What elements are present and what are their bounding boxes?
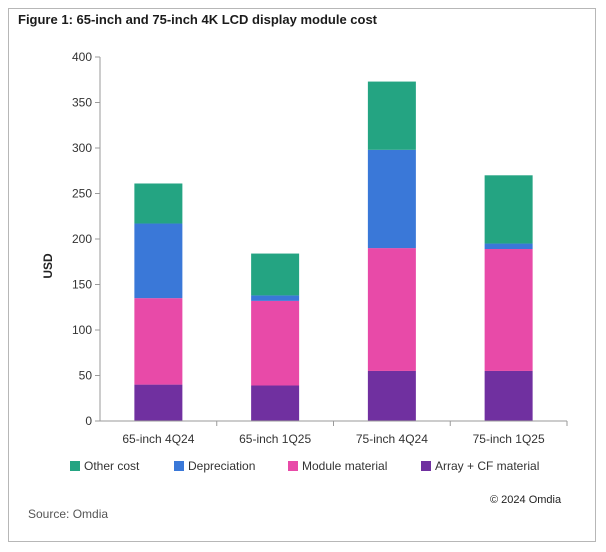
- y-axis: 0 50 100 150 200 250 300 350 400: [72, 50, 101, 428]
- y-tick-label: 100: [72, 323, 92, 337]
- legend-label: Array + CF material: [435, 459, 539, 473]
- legend-label: Module material: [302, 459, 387, 473]
- y-tick-label: 0: [85, 414, 92, 428]
- bar-segment: [367, 370, 416, 421]
- bar-segment: [251, 253, 300, 296]
- figure-title: Figure 1: 65-inch and 75-inch 4K LCD dis…: [18, 12, 378, 27]
- copyright-text: © 2024 Omdia: [490, 494, 562, 506]
- legend-label: Other cost: [84, 459, 140, 473]
- x-category-label: 65-inch 4Q24: [122, 432, 194, 446]
- bar-segment: [367, 248, 416, 371]
- bars: [134, 81, 533, 421]
- y-tick-label: 200: [72, 232, 92, 246]
- y-tick-label: 400: [72, 50, 92, 64]
- source-text: Source: Omdia: [28, 507, 109, 521]
- y-axis-label: USD: [41, 253, 55, 279]
- legend-swatch: [288, 461, 298, 471]
- bar-segment: [251, 300, 300, 386]
- y-tick-label: 250: [72, 187, 92, 201]
- legend-swatch: [174, 461, 184, 471]
- bar-segment: [484, 175, 533, 244]
- x-category-label: 75-inch 1Q25: [473, 432, 545, 446]
- legend-swatch: [421, 461, 431, 471]
- y-tick-label: 300: [72, 141, 92, 155]
- x-category-label: 65-inch 1Q25: [239, 432, 311, 446]
- bar-segment: [134, 183, 183, 224]
- y-tick-label: 350: [72, 96, 92, 110]
- bar-segment: [134, 223, 183, 299]
- bar-segment: [251, 295, 300, 301]
- x-category-label: 75-inch 4Q24: [356, 432, 428, 446]
- bar-segment: [484, 370, 533, 421]
- y-tick-label: 150: [72, 278, 92, 292]
- bar-segment: [251, 385, 300, 421]
- bar-segment: [134, 298, 183, 385]
- bar-segment: [134, 384, 183, 421]
- legend-swatch: [70, 461, 80, 471]
- x-axis: 65-inch 4Q24 65-inch 1Q25 75-inch 4Q24 75-i…: [100, 420, 568, 446]
- bar-segment: [367, 81, 416, 150]
- legend-label: Depreciation: [188, 459, 255, 473]
- bar-segment: [367, 149, 416, 249]
- y-tick-label: 50: [79, 369, 93, 383]
- bar-segment: [484, 243, 533, 250]
- bar-segment: [484, 249, 533, 371]
- legend: Other cost Depreciation Module material Arr…: [70, 459, 539, 473]
